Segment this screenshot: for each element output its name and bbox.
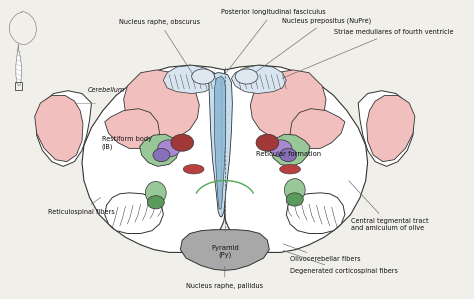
Polygon shape	[209, 73, 232, 216]
Text: Cerebellum: Cerebellum	[88, 87, 125, 93]
Polygon shape	[214, 77, 226, 209]
Ellipse shape	[158, 140, 181, 157]
Text: Nucleus prepositus (NuPre): Nucleus prepositus (NuPre)	[251, 17, 372, 76]
Text: Nucleus raphe, pallidus: Nucleus raphe, pallidus	[186, 266, 264, 289]
Ellipse shape	[191, 69, 214, 84]
Polygon shape	[36, 91, 91, 166]
Ellipse shape	[171, 134, 193, 151]
Polygon shape	[367, 95, 415, 162]
Polygon shape	[124, 70, 199, 141]
Ellipse shape	[284, 179, 305, 201]
Polygon shape	[105, 109, 160, 148]
Text: Restiform body
(IB): Restiform body (IB)	[102, 136, 152, 150]
Ellipse shape	[280, 148, 297, 162]
Polygon shape	[290, 109, 345, 148]
Polygon shape	[164, 65, 218, 94]
Text: Posterior longitudinal fasciculus: Posterior longitudinal fasciculus	[221, 9, 325, 72]
Ellipse shape	[147, 196, 164, 209]
Polygon shape	[358, 91, 413, 166]
Polygon shape	[181, 230, 269, 270]
Ellipse shape	[280, 164, 301, 174]
Polygon shape	[82, 65, 225, 252]
Bar	[15, 82, 22, 90]
Ellipse shape	[269, 140, 292, 157]
Polygon shape	[140, 134, 179, 166]
Text: Olivocerebellar fibers: Olivocerebellar fibers	[283, 244, 361, 262]
Ellipse shape	[153, 148, 170, 162]
Polygon shape	[225, 65, 368, 252]
Polygon shape	[16, 43, 21, 86]
Ellipse shape	[256, 134, 279, 151]
Ellipse shape	[183, 164, 204, 174]
Polygon shape	[286, 193, 345, 234]
Polygon shape	[105, 193, 164, 234]
Polygon shape	[231, 65, 286, 94]
Text: Reticulospinal fibers: Reticulospinal fibers	[48, 197, 115, 215]
Ellipse shape	[286, 193, 303, 206]
Text: Striae medullares of fourth ventricle: Striae medullares of fourth ventricle	[282, 29, 453, 78]
Text: Pyramid
(Py): Pyramid (Py)	[211, 245, 239, 258]
Polygon shape	[35, 95, 83, 162]
Text: Reticular formation: Reticular formation	[256, 151, 321, 157]
Ellipse shape	[235, 69, 258, 84]
Text: Central tegmental tract
and amiculum of olive: Central tegmental tract and amiculum of …	[349, 181, 428, 231]
Polygon shape	[271, 134, 310, 166]
Polygon shape	[250, 70, 326, 141]
Text: Degenerated corticospinal fibers: Degenerated corticospinal fibers	[283, 251, 398, 274]
Ellipse shape	[146, 181, 166, 204]
Text: Nucleus raphe, obscurus: Nucleus raphe, obscurus	[119, 19, 200, 82]
